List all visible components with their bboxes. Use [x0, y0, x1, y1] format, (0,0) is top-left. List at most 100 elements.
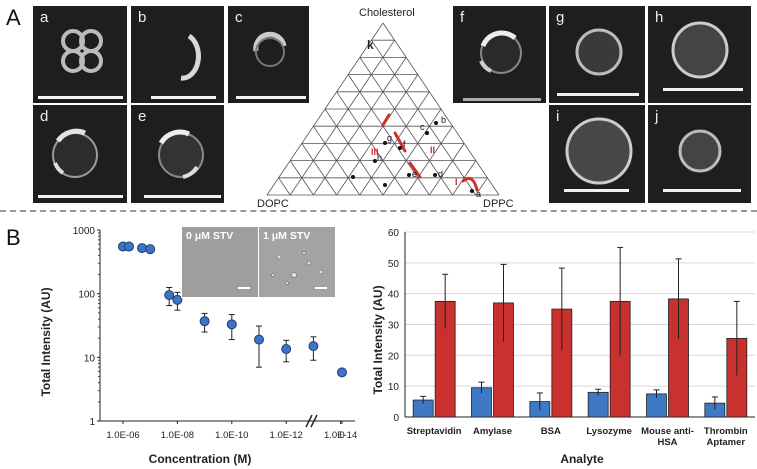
- panel-a-letter: A: [6, 5, 21, 30]
- phase-boundary: [408, 161, 422, 179]
- scale-bar: [564, 189, 629, 192]
- ternary-point: [470, 189, 474, 193]
- region-label: III: [371, 147, 379, 157]
- point-label: g: [387, 133, 392, 143]
- scale-bar: [38, 96, 123, 99]
- ternary-diagram: Cholesterol DOPC DPPC k III II I a b c d…: [257, 7, 514, 210]
- ternary-point: [433, 173, 437, 177]
- ternary-grid-line: [313, 57, 407, 196]
- bar-y-tick-label: 30: [388, 321, 400, 332]
- bar-category-label: Thrombin: [704, 426, 748, 437]
- micrograph-d-label: d: [40, 108, 49, 125]
- data-point: [164, 290, 175, 301]
- scatter-x-tick-label: 1.0E-08: [161, 430, 194, 441]
- ternary-point: [434, 121, 438, 125]
- micrograph-a-label: a: [40, 9, 49, 26]
- scale-bar: [663, 88, 743, 91]
- scale-bar: [315, 287, 327, 289]
- scatter-x-tick-label: 0: [339, 430, 344, 441]
- ternary-grid-line: [324, 108, 384, 196]
- bar-y-tick-label: 10: [388, 382, 400, 393]
- scatter-x-tick-label: 1.0E-06: [106, 430, 139, 441]
- data-point: [124, 241, 135, 252]
- scale-bar: [236, 96, 306, 99]
- region-label: I: [455, 177, 458, 187]
- phase-boundary: [381, 113, 391, 127]
- ternary-grid-line: [347, 74, 430, 196]
- ternary-point: [398, 146, 402, 150]
- bar-chart: 0 10 20 30 40 50 60 Streptavidin Amylase BSA Lyso…: [371, 228, 755, 466]
- bar-category-label: Lysozyme: [586, 426, 632, 437]
- inset-0um-label: 0 μM STV: [186, 230, 234, 242]
- region-label: II: [430, 145, 435, 155]
- axis-break: [305, 414, 313, 428]
- data-point: [172, 294, 183, 305]
- ternary-grid-line: [266, 22, 384, 196]
- ternary-grid-line: [429, 143, 465, 196]
- bar-category-label: Streptavidin: [407, 426, 462, 437]
- panel-divider: [0, 210, 757, 212]
- bar-category-label: Aptamer: [707, 437, 746, 448]
- scatter-chart: 1000 100 10 1 1.0E-06 1.0E-08 1.0E-10 1.0E-12 1…: [39, 226, 357, 466]
- scale-bar: [557, 93, 639, 96]
- micrograph-j-label: j: [655, 108, 659, 125]
- bar-category-label: HSA: [657, 437, 677, 448]
- ternary-right-label: DPPC: [483, 198, 514, 210]
- micrograph-i-label: i: [556, 108, 560, 125]
- scatter-y-tick-label: 1: [89, 417, 95, 428]
- micrograph-c-label: c: [235, 9, 243, 26]
- ternary-grid-line: [278, 177, 291, 196]
- micrograph-e-label: e: [138, 108, 147, 125]
- ternary-point: [373, 159, 377, 163]
- ternary-corner-label: k: [367, 38, 374, 52]
- point-label: d: [438, 169, 443, 179]
- micrograph-d: d: [32, 104, 128, 204]
- scatter-y-tick-label: 10: [84, 353, 96, 364]
- ternary-grid-line: [336, 74, 419, 196]
- point-label: e: [412, 169, 417, 179]
- data-point: [308, 341, 319, 352]
- ternary-point: [425, 131, 429, 135]
- data-point: [226, 319, 237, 330]
- bar-category-label: Amylase: [473, 426, 512, 437]
- micrograph-i: i: [548, 104, 646, 204]
- bar-category-label: BSA: [541, 426, 561, 437]
- scatter-x-tick-label: 1.0E-10: [215, 430, 248, 441]
- data-point: [145, 244, 156, 255]
- point-label: b: [441, 115, 446, 125]
- data-point: [137, 243, 148, 254]
- micrograph-g: g: [548, 5, 646, 104]
- scale-bar: [238, 287, 250, 289]
- ternary-grid-line: [359, 57, 453, 196]
- scatter-y-tick-label: 1000: [73, 226, 96, 237]
- ternary-grid-line: [382, 22, 500, 196]
- micrograph-h: h: [647, 5, 752, 104]
- inset-1um-label: 1 μM STV: [263, 230, 311, 242]
- phase-boundary: [461, 177, 479, 192]
- micrograph-b: b: [130, 5, 225, 104]
- bar-y-tick-label: 40: [388, 290, 400, 301]
- bar-y-axis-label: Total Intensity (AU): [371, 285, 385, 394]
- micrograph-c: c: [227, 5, 310, 104]
- point-label: a: [476, 189, 481, 199]
- bar: [587, 391, 609, 418]
- scatter-x-axis-label: Concentration (M): [149, 452, 252, 466]
- scatter-x-tick-label: 1.0E-14: [324, 430, 357, 441]
- scale-bar: [663, 189, 741, 192]
- ternary-left-label: DOPC: [257, 198, 289, 210]
- ternary-point: [383, 141, 387, 145]
- panel-b-letter: B: [6, 225, 21, 250]
- scatter-y-axis-label: Total Intensity (AU): [39, 287, 53, 396]
- scale-bar: [463, 98, 541, 101]
- inset-1um: 1 μM STV: [258, 226, 336, 298]
- scatter-y-tick-label: 100: [78, 290, 95, 301]
- bar-category-label: Mouse anti-: [641, 426, 694, 437]
- ternary-point: [407, 173, 411, 177]
- scatter-x-tick-label: 1.0E-12: [270, 430, 303, 441]
- ternary-grid-line: [301, 143, 337, 196]
- scale-bar: [144, 195, 221, 198]
- phase-boundary: [393, 131, 407, 153]
- micrograph-g-label: g: [556, 9, 565, 26]
- axis-break: [310, 414, 318, 428]
- scale-bar: [38, 195, 123, 198]
